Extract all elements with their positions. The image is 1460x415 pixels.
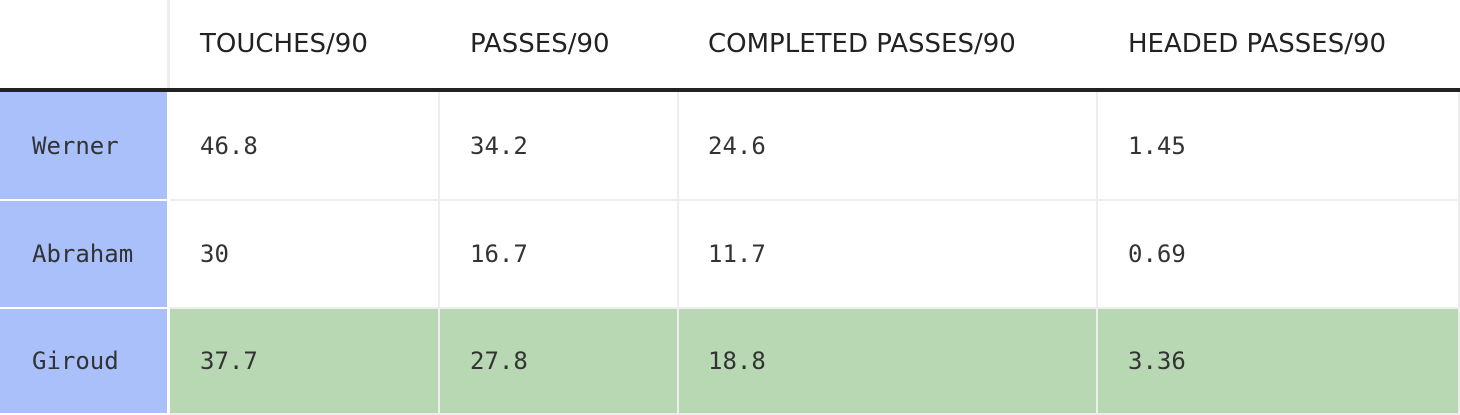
data-cell: 3.36 — [1098, 309, 1460, 415]
column-header: COMPLETED PASSES/90 — [708, 29, 1016, 59]
data-cell: 34.2 — [440, 92, 679, 201]
header-separator — [167, 0, 170, 88]
row-name: Abraham — [0, 201, 167, 309]
data-cell: 1.45 — [1098, 92, 1460, 201]
header-rule — [0, 88, 1460, 92]
data-cell: 24.6 — [679, 92, 1098, 201]
data-cell: 37.7 — [170, 309, 440, 415]
data-cell: 0.69 — [1098, 201, 1460, 309]
row-name: Werner — [0, 92, 167, 201]
column-header: TOUCHES/90 — [200, 29, 368, 59]
data-cell: 18.8 — [679, 309, 1098, 415]
row-name: Giroud — [0, 309, 167, 415]
column-header: HEADED PASSES/90 — [1128, 29, 1387, 59]
data-cell: 30 — [170, 201, 440, 309]
data-cell: 11.7 — [679, 201, 1098, 309]
data-cell: 27.8 — [440, 309, 679, 415]
data-cell: 16.7 — [440, 201, 679, 309]
column-header: PASSES/90 — [470, 29, 610, 59]
data-cell: 46.8 — [170, 92, 440, 201]
